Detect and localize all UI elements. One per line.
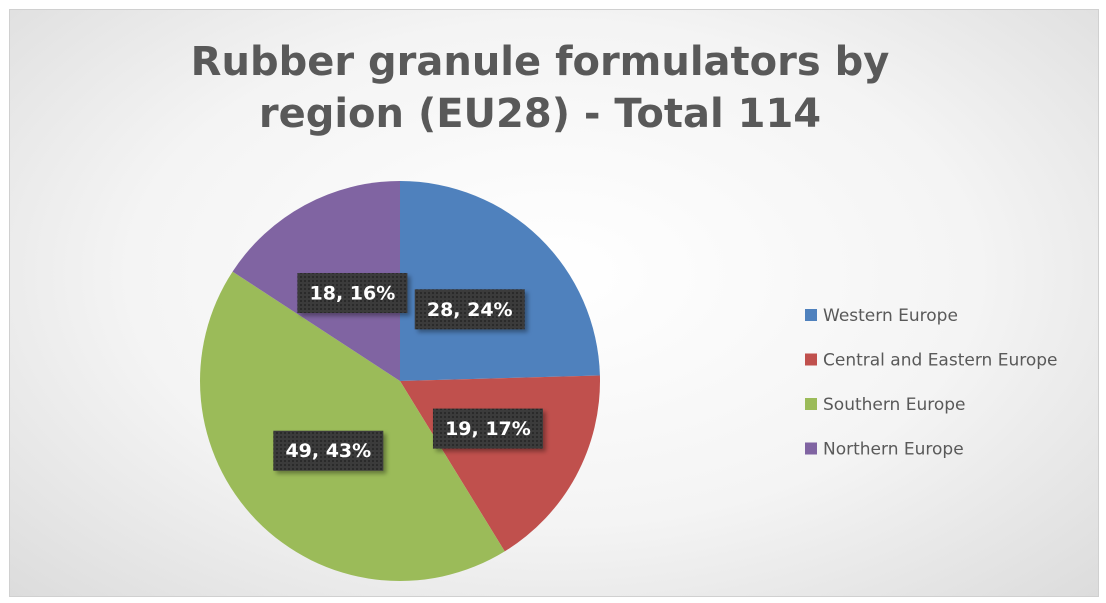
data-label-box <box>297 273 408 314</box>
legend-swatch <box>805 353 817 366</box>
data-label: 19, 17% <box>445 418 531 440</box>
data-label-box <box>273 430 384 471</box>
data-label: 28, 24% <box>427 299 513 321</box>
data-label-box <box>432 408 543 449</box>
legend-label: Central and Eastern Europe <box>823 351 1057 371</box>
legend-swatch <box>805 442 817 455</box>
legend-swatch <box>805 309 817 321</box>
pie-slice <box>400 181 600 381</box>
legend-label: Western Europe <box>823 306 958 326</box>
legend-swatch <box>805 398 817 410</box>
data-label: 18, 16% <box>310 283 396 305</box>
legend-label: Southern Europe <box>823 395 966 415</box>
chart-title: Rubber granule formulators by region (EU… <box>190 39 890 137</box>
data-label: 49, 43% <box>285 440 371 462</box>
legend-label: Northern Europe <box>823 440 964 460</box>
data-label-box <box>414 289 525 330</box>
pie-slice <box>200 271 505 581</box>
